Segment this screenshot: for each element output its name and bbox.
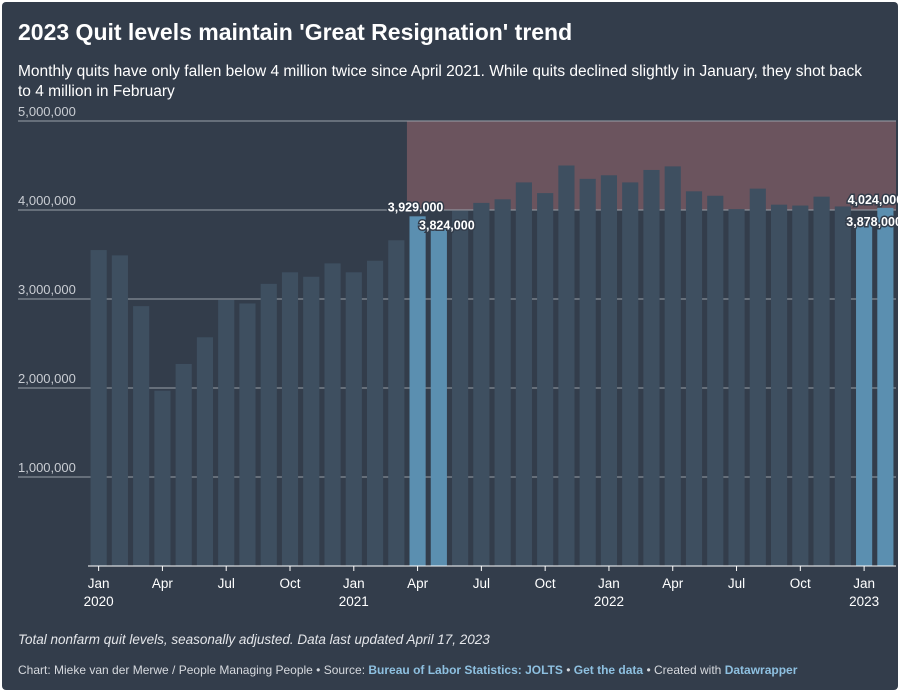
bar bbox=[111, 255, 128, 566]
x-tick-label: Jan bbox=[88, 576, 110, 591]
bar bbox=[558, 165, 575, 566]
footer-credit: Chart: Mieke van der Merwe / People Mana… bbox=[18, 663, 313, 677]
bar bbox=[218, 299, 235, 566]
bar bbox=[749, 188, 766, 566]
x-tick-year: 2022 bbox=[594, 594, 624, 609]
x-tick-year: 2020 bbox=[84, 594, 114, 609]
bar-chart: 1,000,000 2,000,000 3,000,000 4,000,000 5,00… bbox=[18, 104, 898, 609]
x-tick-label: Apr bbox=[152, 576, 174, 591]
bar bbox=[877, 207, 894, 566]
bar bbox=[515, 182, 532, 566]
bar bbox=[664, 166, 681, 566]
bar bbox=[90, 250, 107, 567]
x-tick-label: Apr bbox=[407, 576, 429, 591]
data-label: 3,929,000 bbox=[388, 200, 444, 214]
bar bbox=[154, 390, 171, 566]
y-tick-label: 2,000,000 bbox=[18, 371, 76, 386]
y-tick-label: 3,000,000 bbox=[18, 282, 76, 297]
chart-title: 2023 Quit levels maintain 'Great Resigna… bbox=[18, 19, 573, 45]
bar bbox=[239, 303, 256, 566]
bar bbox=[579, 178, 596, 566]
chart-notes: Total nonfarm quit levels, seasonally ad… bbox=[18, 632, 490, 647]
bar bbox=[175, 363, 192, 566]
x-tick-label: Jan bbox=[598, 576, 620, 591]
source-link[interactable]: Bureau of Labor Statistics: JOLTS bbox=[368, 663, 563, 677]
bar bbox=[622, 182, 639, 566]
data-label: 4,024,000 bbox=[848, 193, 898, 207]
bar bbox=[600, 175, 618, 567]
y-tick-label: 5,000,000 bbox=[18, 104, 76, 119]
footer-separator: • bbox=[562, 663, 574, 677]
footer-separator: • Source: bbox=[312, 663, 369, 677]
bar bbox=[345, 272, 362, 566]
bar bbox=[324, 263, 341, 566]
bar bbox=[770, 204, 788, 566]
x-tick-label: Jan bbox=[853, 576, 875, 591]
bar bbox=[494, 199, 511, 566]
y-tick-label: 4,000,000 bbox=[18, 193, 76, 208]
x-tick-label: Jul bbox=[728, 576, 745, 591]
y-tick-label: 1,000,000 bbox=[18, 460, 76, 475]
x-tick-year: 2021 bbox=[339, 594, 369, 609]
x-tick-label: Jul bbox=[218, 576, 235, 591]
bar bbox=[303, 276, 320, 566]
footer-separator: • Created with bbox=[643, 663, 725, 677]
bar bbox=[133, 306, 150, 566]
x-tick-label: Oct bbox=[535, 576, 556, 591]
x-tick-label: Oct bbox=[279, 576, 300, 591]
bar bbox=[409, 216, 426, 566]
bar bbox=[643, 169, 660, 566]
bar bbox=[856, 220, 873, 566]
data-label: 3,878,000 bbox=[846, 215, 898, 229]
bar bbox=[685, 191, 703, 566]
bar bbox=[473, 202, 490, 566]
chart-subtitle: Monthly quits have only fallen below 4 m… bbox=[18, 63, 863, 100]
bar bbox=[452, 210, 469, 566]
bar bbox=[281, 272, 299, 566]
bar bbox=[537, 193, 554, 566]
bar bbox=[792, 205, 809, 567]
bar bbox=[813, 196, 830, 566]
x-tick-year: 2023 bbox=[849, 594, 879, 609]
bar bbox=[260, 283, 277, 566]
x-tick-label: Apr bbox=[662, 576, 684, 591]
chart-footer: Chart: Mieke van der Merwe / People Mana… bbox=[18, 663, 797, 677]
bar bbox=[728, 209, 745, 567]
datawrapper-link[interactable]: Datawrapper bbox=[724, 663, 798, 677]
bar bbox=[707, 195, 724, 566]
bar bbox=[430, 225, 447, 566]
bar bbox=[366, 260, 384, 566]
data-label: 3,824,000 bbox=[419, 219, 475, 233]
get-data-link[interactable]: Get the data bbox=[573, 663, 644, 677]
x-tick-label: Jul bbox=[473, 576, 490, 591]
bar bbox=[388, 240, 405, 566]
bar bbox=[834, 206, 851, 566]
x-tick-label: Oct bbox=[790, 576, 811, 591]
bar bbox=[196, 337, 214, 566]
x-tick-label: Jan bbox=[343, 576, 365, 591]
